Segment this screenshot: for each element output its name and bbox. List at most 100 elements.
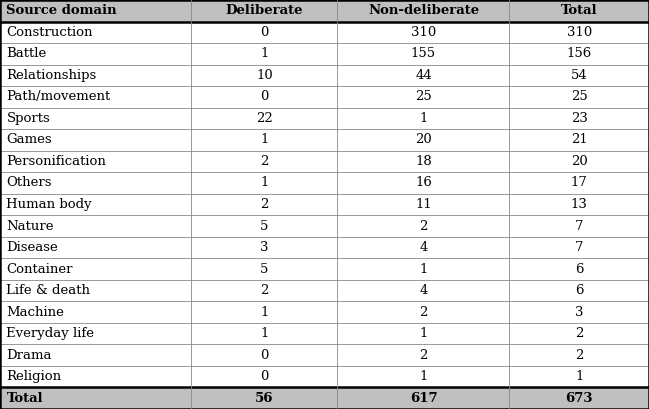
Bar <box>509 323 649 344</box>
Bar <box>337 344 509 366</box>
Text: Games: Games <box>6 133 52 146</box>
Bar <box>509 65 649 86</box>
Text: Container: Container <box>6 263 73 276</box>
Text: 2: 2 <box>419 220 428 233</box>
Text: Construction: Construction <box>6 26 93 39</box>
Bar <box>0 301 191 323</box>
Text: 6: 6 <box>575 284 583 297</box>
Text: 5: 5 <box>260 220 269 233</box>
Text: 2: 2 <box>419 306 428 319</box>
Bar <box>509 22 649 43</box>
Bar <box>509 387 649 409</box>
Text: 1: 1 <box>419 263 428 276</box>
Bar <box>337 108 509 129</box>
Text: 0: 0 <box>260 370 269 383</box>
Bar <box>337 215 509 237</box>
Text: 2: 2 <box>260 155 269 168</box>
Bar <box>191 387 337 409</box>
Text: 2: 2 <box>419 349 428 362</box>
Text: Disease: Disease <box>6 241 58 254</box>
Bar <box>509 301 649 323</box>
Text: 0: 0 <box>260 349 269 362</box>
Text: 25: 25 <box>415 90 432 103</box>
Bar <box>0 0 191 22</box>
Text: 20: 20 <box>571 155 587 168</box>
Bar <box>191 65 337 86</box>
Bar <box>0 280 191 301</box>
Text: 54: 54 <box>571 69 587 82</box>
Text: 155: 155 <box>411 47 436 60</box>
Bar <box>0 323 191 344</box>
Bar <box>509 344 649 366</box>
Bar <box>191 151 337 172</box>
Text: Everyday life: Everyday life <box>6 327 95 340</box>
Bar <box>0 194 191 215</box>
Text: 310: 310 <box>567 26 592 39</box>
Text: 1: 1 <box>260 47 269 60</box>
Bar <box>191 237 337 258</box>
Text: 0: 0 <box>260 26 269 39</box>
Bar <box>337 22 509 43</box>
Text: 25: 25 <box>571 90 587 103</box>
Bar <box>0 344 191 366</box>
Bar <box>509 215 649 237</box>
Bar <box>509 258 649 280</box>
Bar <box>337 323 509 344</box>
Text: 156: 156 <box>567 47 592 60</box>
Text: 2: 2 <box>575 349 583 362</box>
Text: 13: 13 <box>570 198 588 211</box>
Text: Life & death: Life & death <box>6 284 90 297</box>
Bar <box>0 86 191 108</box>
Text: Drama: Drama <box>6 349 52 362</box>
Text: Others: Others <box>6 176 52 189</box>
Text: 1: 1 <box>419 370 428 383</box>
Text: 22: 22 <box>256 112 273 125</box>
Bar <box>0 43 191 65</box>
Bar <box>337 258 509 280</box>
Bar <box>509 129 649 151</box>
Bar <box>191 0 337 22</box>
Bar <box>191 108 337 129</box>
Bar <box>191 43 337 65</box>
Text: 4: 4 <box>419 284 428 297</box>
Bar <box>337 43 509 65</box>
Bar <box>191 172 337 194</box>
Bar <box>0 258 191 280</box>
Bar <box>191 258 337 280</box>
Bar <box>509 366 649 387</box>
Text: 3: 3 <box>260 241 269 254</box>
Text: 16: 16 <box>415 176 432 189</box>
Text: 10: 10 <box>256 69 273 82</box>
Bar <box>0 108 191 129</box>
Bar <box>509 194 649 215</box>
Bar <box>0 215 191 237</box>
Text: 3: 3 <box>575 306 583 319</box>
Bar <box>509 43 649 65</box>
Text: Machine: Machine <box>6 306 64 319</box>
Text: 0: 0 <box>260 90 269 103</box>
Bar <box>0 387 191 409</box>
Text: 11: 11 <box>415 198 432 211</box>
Bar <box>337 387 509 409</box>
Bar <box>191 129 337 151</box>
Text: Total: Total <box>561 4 598 17</box>
Text: 2: 2 <box>575 327 583 340</box>
Text: Religion: Religion <box>6 370 62 383</box>
Text: 5: 5 <box>260 263 269 276</box>
Text: 2: 2 <box>260 198 269 211</box>
Text: 4: 4 <box>419 241 428 254</box>
Bar <box>337 65 509 86</box>
Text: 21: 21 <box>571 133 587 146</box>
Text: 20: 20 <box>415 133 432 146</box>
Bar <box>191 22 337 43</box>
Text: 56: 56 <box>255 392 274 405</box>
Text: 1: 1 <box>260 306 269 319</box>
Text: 2: 2 <box>260 284 269 297</box>
Bar <box>337 129 509 151</box>
Bar <box>191 194 337 215</box>
Bar <box>337 151 509 172</box>
Bar <box>509 280 649 301</box>
Text: 1: 1 <box>260 327 269 340</box>
Bar <box>191 280 337 301</box>
Bar <box>337 366 509 387</box>
